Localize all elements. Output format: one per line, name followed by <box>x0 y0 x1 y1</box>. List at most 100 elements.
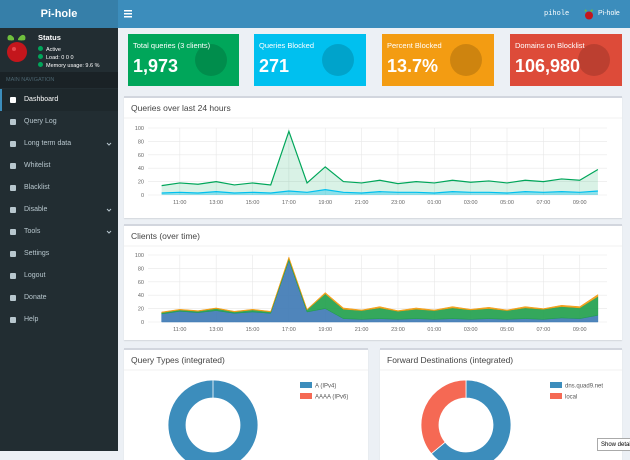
legend-label: AAAA (IPv6) <box>315 395 348 401</box>
y-tick-label: 60 <box>138 280 144 286</box>
berry <box>7 42 27 62</box>
menu-label: Settings <box>24 250 50 257</box>
x-tick-label: 07:00 <box>536 327 550 333</box>
stat-box: Queries Blocked 271 <box>254 34 366 86</box>
menu-label: Donate <box>24 294 47 301</box>
menu-item[interactable]: Donate <box>0 287 118 309</box>
menu-label: Dashboard <box>24 96 59 103</box>
menu-icon <box>10 185 16 191</box>
x-tick-label: 13:00 <box>209 200 223 206</box>
hostname: pihole <box>544 10 570 18</box>
x-tick-label: 07:00 <box>536 200 550 206</box>
user-name[interactable]: Pi-hole <box>598 10 620 17</box>
menu-icon <box>10 317 16 323</box>
menu-item[interactable]: Help <box>0 309 118 331</box>
y-tick-label: 80 <box>138 266 144 272</box>
donut-panel: Query Types (integrated) A (IPv4) AAAA (IP… <box>124 348 368 460</box>
x-tick-label: 19:00 <box>318 327 332 333</box>
menu-item[interactable]: Settings <box>0 243 118 265</box>
status-active-text: Active <box>46 47 61 53</box>
menu-icon <box>10 207 16 213</box>
menu-label: Query Log <box>24 118 57 125</box>
menu-icon <box>10 163 16 169</box>
stat-box: Domains on Blocklist 106,980 <box>510 34 622 86</box>
chart-panel: Clients (over time) 0 20 40 60 80 100 11:00 13:0… <box>124 224 622 340</box>
status-dot <box>38 46 43 51</box>
menu-item[interactable]: Whitelist <box>0 155 118 177</box>
chart: Clients (over time) 0 20 40 60 80 100 11:00 13:0… <box>124 231 622 333</box>
legend-swatch <box>550 393 562 399</box>
topbar: pihole Pi-hole <box>118 0 630 28</box>
y-tick-label: 20 <box>138 180 144 186</box>
menu-label: Whitelist <box>24 162 51 169</box>
x-tick-label: 01:00 <box>427 200 441 206</box>
x-tick-label: 05:00 <box>500 327 514 333</box>
menu-icon <box>10 97 16 103</box>
menu-icon <box>10 295 16 301</box>
chart-title: Forward Destinations (integrated) <box>387 355 513 365</box>
status-load: Load: 0 0 0 <box>38 54 100 62</box>
stat-label: Percent Blocked <box>387 41 442 50</box>
brand[interactable]: Pi-hole <box>0 0 118 28</box>
menu-item[interactable]: Logout <box>0 265 118 287</box>
x-tick-label: 11:00 <box>173 327 186 333</box>
x-tick-label: 03:00 <box>464 327 478 333</box>
menu-item[interactable]: Blacklist <box>0 177 118 199</box>
sidebar: Pi-hole Status Active Load: 0 0 0 Memory… <box>0 0 118 451</box>
y-tick-label: 0 <box>141 193 144 199</box>
x-tick-label: 19:00 <box>318 200 332 206</box>
y-tick-label: 100 <box>135 253 144 259</box>
stat-icon <box>578 44 610 76</box>
x-tick-label: 17:00 <box>282 200 296 206</box>
menu-icon <box>10 229 16 235</box>
menu-toggle[interactable] <box>124 10 133 18</box>
menu-item[interactable]: Disable <box>0 199 118 221</box>
leaf <box>584 9 593 12</box>
menu-item[interactable]: Dashboard <box>0 89 118 111</box>
legend-swatch <box>550 382 562 388</box>
series-area <box>161 189 598 195</box>
series-line <box>161 189 598 194</box>
y-tick-label: 20 <box>138 307 144 313</box>
logo <box>7 34 27 62</box>
donut-panel: Forward Destinations (integrated) dns.qua… <box>380 348 622 460</box>
berry-dot <box>12 47 16 51</box>
stat-label: Total queries (3 clients) <box>133 41 211 50</box>
stat-value: 106,980 <box>515 56 581 76</box>
show-details-button[interactable]: Show details <box>597 438 630 451</box>
icon-shape <box>322 44 354 76</box>
x-tick-label: 23:00 <box>391 200 405 206</box>
menu-label: Blacklist <box>24 184 50 191</box>
menu-item[interactable]: Tools <box>0 221 118 243</box>
status-lines: Active Load: 0 0 0 Memory usage: 9.6 % <box>38 46 100 70</box>
y-tick-label: 40 <box>138 166 144 172</box>
chart-panel: Queries over last 24 hours 0 20 40 60 80 100 11… <box>124 96 622 218</box>
menu-item[interactable]: Query Log <box>0 111 118 133</box>
series-line <box>161 129 599 187</box>
icon-shape <box>450 44 482 76</box>
x-tick-label: 17:00 <box>282 327 296 333</box>
x-tick-label: 13:00 <box>209 327 223 333</box>
donut-slice <box>420 379 467 455</box>
x-tick-label: 21:00 <box>355 327 369 333</box>
menu-icon <box>10 141 16 147</box>
stat-icon <box>322 44 354 76</box>
menu-label: Long term data <box>24 140 72 147</box>
stat-icon <box>450 44 482 76</box>
y-tick-label: 100 <box>135 126 144 132</box>
chart-title: Query Types (integrated) <box>131 355 225 365</box>
chevron <box>106 208 112 212</box>
donut-slice <box>167 379 259 460</box>
menu-item[interactable]: Long term data <box>0 133 118 155</box>
stat-value: 1,973 <box>133 56 179 76</box>
chevron-path <box>106 208 112 212</box>
legend-label: A (IPv4) <box>315 384 336 390</box>
status-memory-text: Memory usage: 9.6 % <box>46 63 100 69</box>
legend-swatch <box>300 382 312 388</box>
status-dot <box>38 54 43 59</box>
legend-label: dns.quad9.net <box>565 384 603 390</box>
nav-header: MAIN NAVIGATION <box>0 72 118 88</box>
chevron-path <box>106 230 112 234</box>
menu-label: Logout <box>24 272 46 279</box>
